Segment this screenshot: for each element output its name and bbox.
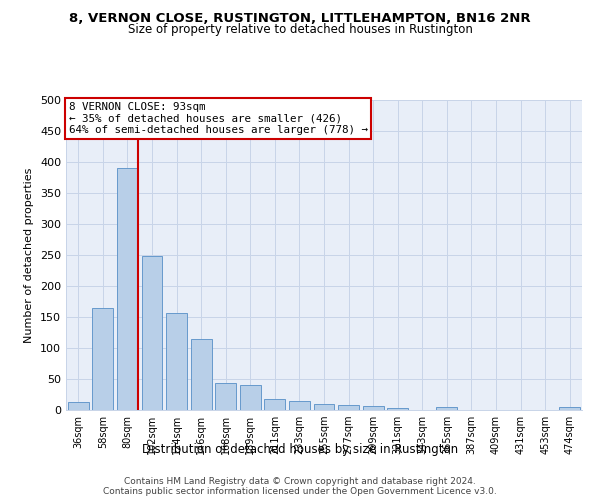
Text: 8, VERNON CLOSE, RUSTINGTON, LITTLEHAMPTON, BN16 2NR: 8, VERNON CLOSE, RUSTINGTON, LITTLEHAMPT… <box>69 12 531 26</box>
Bar <box>314 404 334 410</box>
Bar <box>92 308 113 410</box>
Text: Contains HM Land Registry data © Crown copyright and database right 2024.: Contains HM Land Registry data © Crown c… <box>124 478 476 486</box>
Text: Size of property relative to detached houses in Rustington: Size of property relative to detached ho… <box>128 22 472 36</box>
Bar <box>387 408 408 410</box>
Bar <box>338 405 359 410</box>
Bar <box>142 256 163 410</box>
Bar <box>191 340 212 410</box>
Bar <box>117 168 138 410</box>
Bar <box>240 385 261 410</box>
Bar <box>265 399 286 410</box>
Bar <box>559 407 580 410</box>
Bar <box>436 407 457 410</box>
Text: Distribution of detached houses by size in Rustington: Distribution of detached houses by size … <box>142 442 458 456</box>
Text: 8 VERNON CLOSE: 93sqm
← 35% of detached houses are smaller (426)
64% of semi-det: 8 VERNON CLOSE: 93sqm ← 35% of detached … <box>68 102 368 134</box>
Text: Contains public sector information licensed under the Open Government Licence v3: Contains public sector information licen… <box>103 488 497 496</box>
Bar <box>362 406 383 410</box>
Bar <box>68 402 89 410</box>
Bar <box>166 314 187 410</box>
Bar <box>289 400 310 410</box>
Bar <box>215 384 236 410</box>
Y-axis label: Number of detached properties: Number of detached properties <box>25 168 34 342</box>
